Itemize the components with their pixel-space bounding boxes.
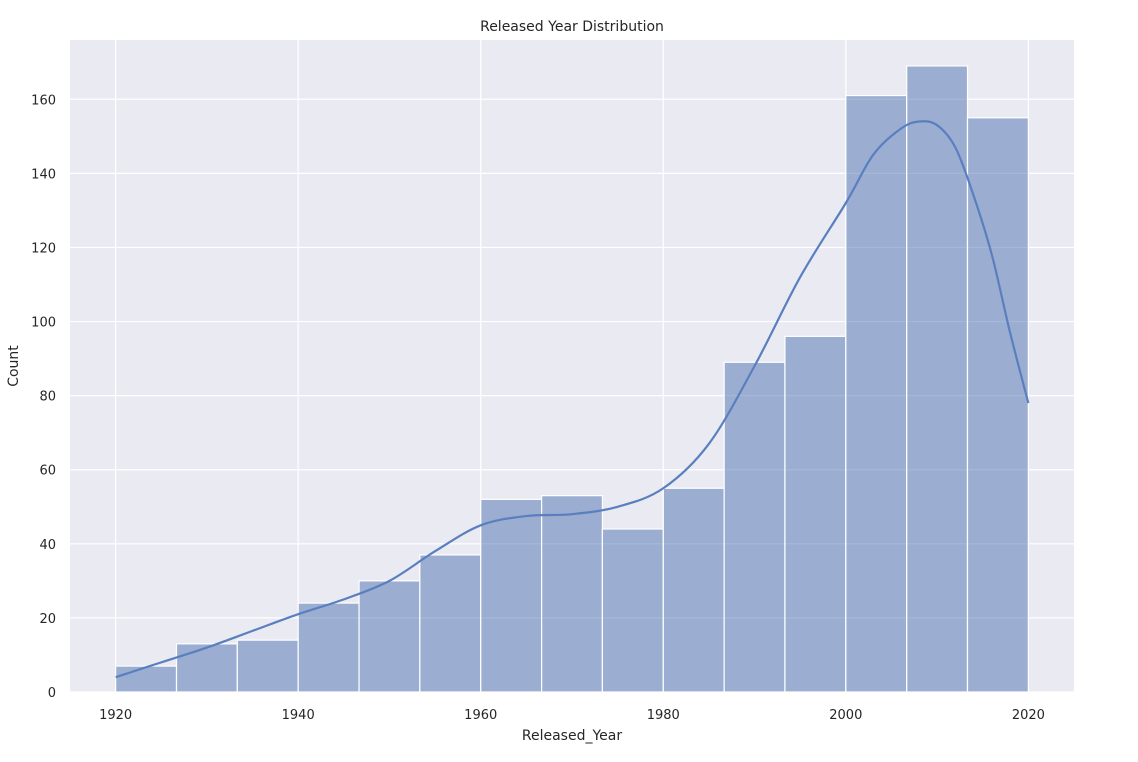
- y-tick-label: 120: [31, 241, 56, 256]
- x-tick-label: 2000: [829, 708, 862, 723]
- x-tick-label: 2020: [1012, 708, 1045, 723]
- histogram-bar: [419, 554, 482, 693]
- histogram-bar: [723, 361, 786, 693]
- x-tick-labels: 1920 1940 1960 1980 2000 2020: [99, 708, 1045, 723]
- y-tick-label: 40: [39, 538, 56, 553]
- kde-line: [115, 120, 1030, 679]
- y-tick-label: 20: [39, 612, 56, 627]
- y-tick-label: 140: [31, 167, 56, 182]
- histogram-bar: [175, 643, 238, 693]
- histogram-bars: [115, 65, 1029, 693]
- x-tick-label: 1920: [99, 708, 132, 723]
- x-tick-label: 1940: [282, 708, 315, 723]
- histogram-bar: [845, 94, 908, 693]
- histogram-bar: [297, 602, 360, 693]
- y-tick-label: 100: [31, 316, 56, 331]
- y-tick-label: 80: [39, 390, 56, 405]
- histogram-bar: [358, 580, 421, 693]
- y-tick-label: 60: [39, 464, 56, 479]
- y-tick-labels: 0 20 40 60 80 100 120 140 160: [31, 93, 56, 701]
- histogram-bar: [541, 495, 603, 693]
- x-tick-label: 1980: [647, 708, 680, 723]
- x-tick-label: 1960: [464, 708, 497, 723]
- y-tick-label: 0: [48, 686, 56, 701]
- histogram-bar: [480, 498, 543, 693]
- histogram-bar: [966, 117, 1029, 693]
- x-axis-label: Released_Year: [522, 728, 622, 744]
- histogram-bar: [115, 665, 178, 693]
- histogram-bar: [236, 639, 299, 693]
- histogram-bar: [601, 528, 664, 693]
- y-tick-label: 160: [31, 93, 56, 108]
- chart-title: Released Year Distribution: [480, 19, 664, 35]
- histogram-bar: [906, 65, 969, 693]
- histogram-bar: [784, 335, 847, 693]
- y-axis-label: Count: [6, 345, 22, 387]
- histogram-bar: [662, 487, 725, 693]
